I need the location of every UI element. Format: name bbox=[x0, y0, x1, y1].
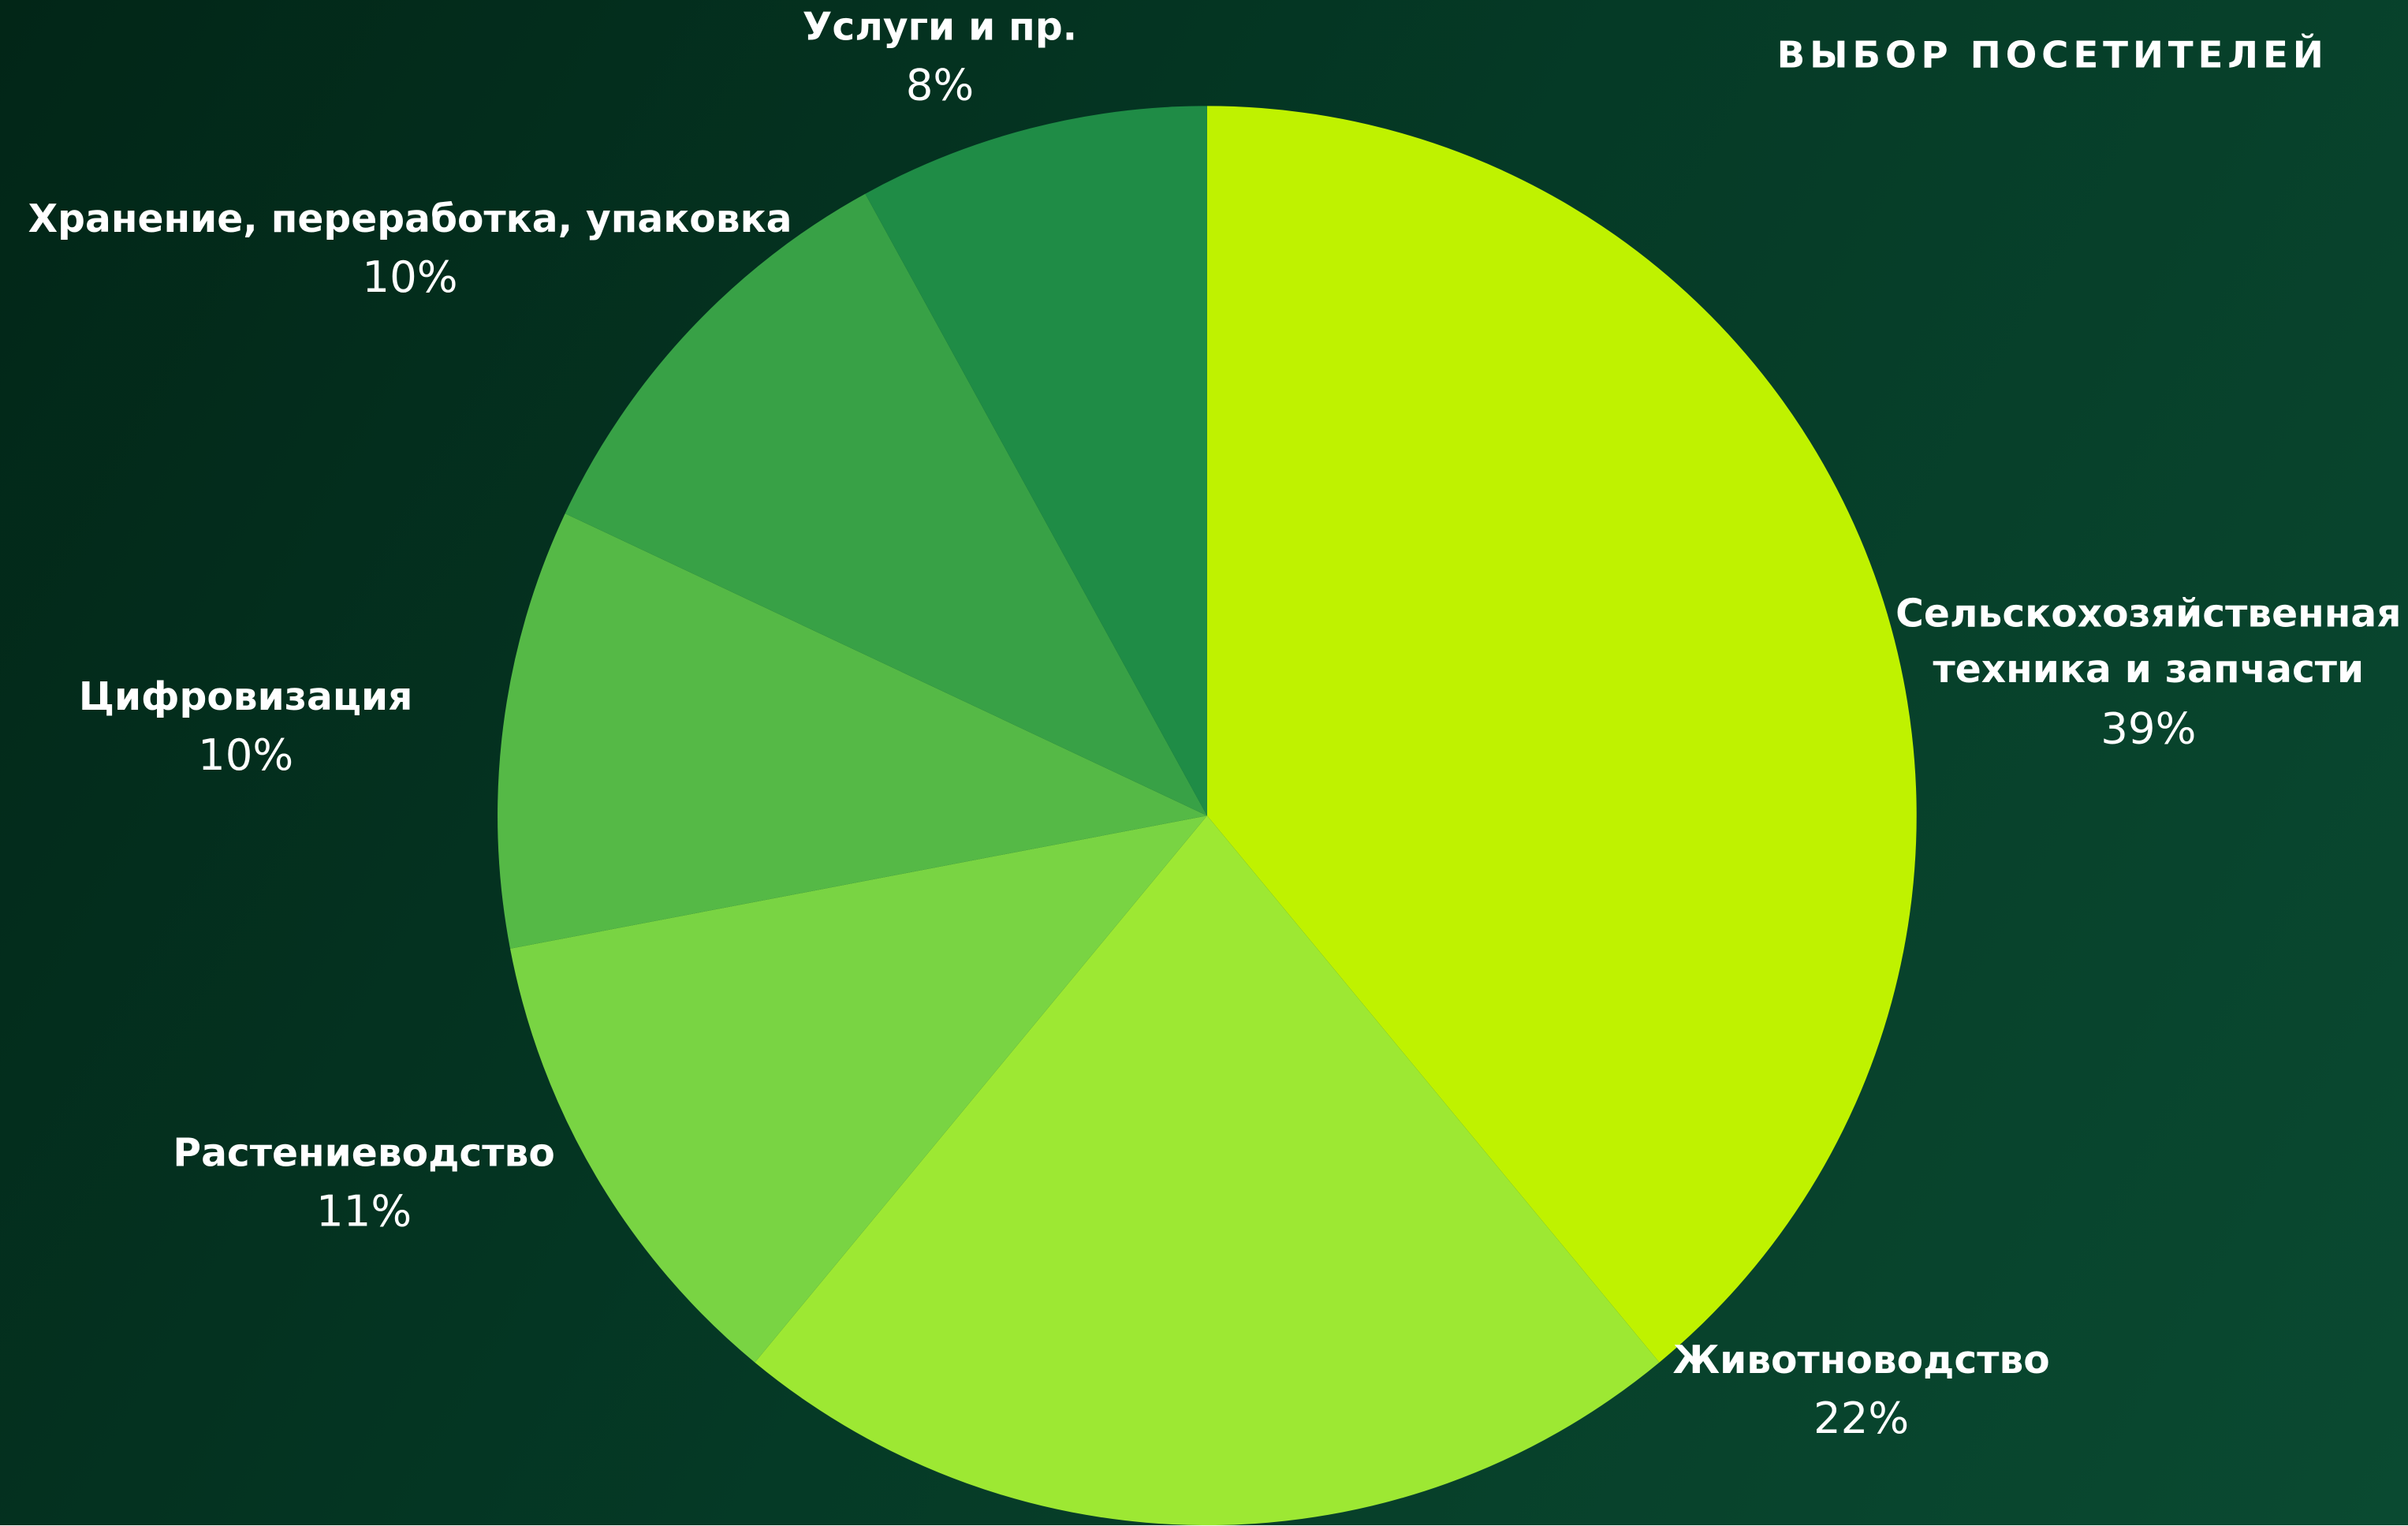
pie-slice bbox=[509, 815, 1207, 1363]
slice-label: Растениеводство 11% bbox=[57, 1126, 671, 1244]
category-label: Сельскохозяйственная техника и запчасти bbox=[1895, 591, 2402, 692]
value-label: 39% bbox=[2100, 703, 2197, 754]
category-label: Цифровизация bbox=[78, 674, 413, 719]
slice-label: Хранение, переработка, упаковка 10% bbox=[11, 192, 810, 310]
pie-slice bbox=[1206, 106, 1917, 1363]
pie-slice bbox=[865, 106, 1207, 816]
pie-slice bbox=[565, 193, 1207, 816]
pie-slice bbox=[498, 513, 1207, 949]
slice-label: Цифровизация 10% bbox=[0, 670, 553, 788]
value-label: 11% bbox=[315, 1186, 412, 1237]
category-label: Животноводство bbox=[1672, 1338, 2050, 1382]
slice-label: Животноводство 22% bbox=[1554, 1334, 2168, 1452]
value-label: 22% bbox=[1813, 1394, 1910, 1445]
value-label: 10% bbox=[362, 252, 458, 304]
slice-label: Услуги и пр. 8% bbox=[632, 0, 1247, 118]
category-label: Услуги и пр. bbox=[802, 4, 1078, 50]
slice-label: Сельскохозяйственная техника и запчасти 3… bbox=[1888, 587, 2408, 760]
pie-slice bbox=[755, 815, 1660, 1526]
value-label: 8% bbox=[905, 60, 975, 111]
chart-title: ВЫБОР ПОСЕТИТЕЛЕЙ bbox=[1776, 33, 2328, 77]
value-label: 10% bbox=[198, 729, 294, 781]
category-label: Растениеводство bbox=[173, 1130, 555, 1175]
category-label: Хранение, переработка, упаковка bbox=[28, 196, 792, 241]
